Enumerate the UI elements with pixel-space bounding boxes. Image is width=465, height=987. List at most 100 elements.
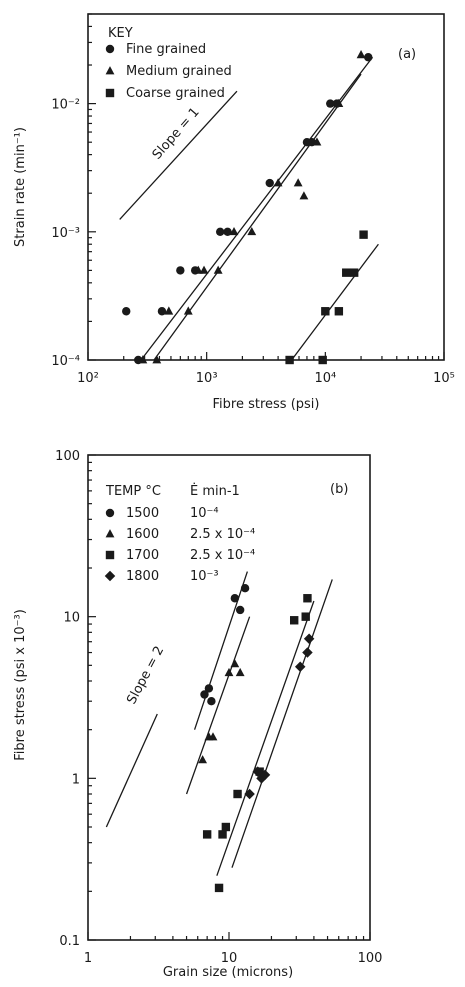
data-point-circle [240,583,250,593]
reference-slope-line [119,90,238,220]
x-tick-label: 10³ [196,371,218,386]
data-point-square [233,789,242,799]
data-point-circle [223,227,232,237]
x-tick-label: 10² [77,371,99,386]
data-point-square [202,830,212,839]
y-tick-label: 100 [55,449,80,464]
legend-label: 1700 [126,548,159,563]
legend-a: KEY Fine grained Medium grained Coarse gra… [105,26,232,101]
y-tick-label: 10 [63,611,80,626]
data-point-triangle [183,306,193,315]
axis-ticks-a [87,13,445,361]
data-point-triangle [152,355,162,364]
legend-marker-circle [105,508,115,518]
data-point-square [214,883,224,893]
data-point-diamond [303,633,315,645]
data-point-circle [204,684,214,693]
axis-ticks-b [87,454,371,941]
y-tick-labels-a: 10⁻⁴ 10⁻³ 10⁻² [51,98,80,369]
data-point-triangle [208,732,218,741]
data-point-square [349,268,359,277]
legend-marker-square [105,550,115,560]
legend-rate-label: 2.5 x 10⁻⁴ [190,548,255,563]
legend-label: 1800 [126,569,159,584]
x-tick-label: 1 [84,951,92,966]
fit-lines-b [185,571,333,876]
x-tick-label: 10 [221,951,238,966]
data-point-diamond [294,661,306,673]
data-point-triangle [299,191,309,200]
y-tick-label: 10⁻³ [51,226,80,241]
reference-line-a [119,90,238,220]
data-point-circle [326,99,335,108]
data-points-b [198,583,315,893]
data-point-square [359,230,368,239]
legend-rate-label: 2.5 x 10⁻⁴ [190,527,255,542]
chart-panel-a: 10² 10³ 10⁴ 10⁵ 10⁻⁴10⁻³10⁻² (a) Slope = 1 … [13,13,455,412]
data-point-triangle [229,226,239,236]
data-point-circle [207,696,216,706]
legend-label: Medium grained [126,64,232,79]
fit-line [140,56,374,361]
x-tick-label: 100 [358,951,383,966]
data-point-diamond [244,788,255,800]
fit-line [193,571,248,730]
y-tick-label: 1 [72,772,80,787]
fit-line [231,579,333,868]
x-tick-labels-b: 1 10 100 [84,951,383,966]
y-tick-label: 10⁻⁴ [51,354,80,369]
legend-label: 1500 [126,506,159,521]
data-point-circle [230,594,240,603]
data-point-triangle [199,265,209,274]
data-point-triangle [164,306,174,315]
data-point-circle [364,53,373,62]
data-point-triangle [224,667,234,677]
fit-line [291,243,379,361]
plot-frame-a [87,13,445,361]
x-tick-labels-a: 10² 10³ 10⁴ 10⁵ [77,371,455,386]
data-point-triangle [247,226,257,236]
data-point-square [321,307,330,316]
data-point-square [221,822,231,832]
legend-label: Fine grained [126,42,206,57]
data-point-triangle [273,178,283,187]
legend-label: 1600 [126,527,159,542]
legend-header-temp-b: TEMP °C [105,484,161,499]
x-axis-label-b: Grain size (microns) [163,965,293,980]
legend-header-rate-b: Ė min-1 [190,483,240,499]
data-point-triangle [193,265,203,274]
slope-annotation-b: Slope = 2 [124,644,167,707]
slope-annotation-a: Slope = 1 [150,105,203,163]
y-axis-label-b: Fibre stress (psi x 10⁻³) [13,609,28,761]
data-point-square [285,355,294,365]
data-point-circle [265,178,274,188]
legend-marker-circle [105,44,115,54]
data-point-square [218,830,227,839]
data-point-triangle [356,50,366,59]
legend-marker-square [105,88,115,98]
data-point-triangle [213,265,223,274]
legend-marker-triangle [105,66,115,75]
y-tick-label: 10⁻² [51,98,80,113]
data-point-square [342,268,351,277]
x-axis-label-a: Fibre stress (psi) [213,397,320,412]
data-point-circle [157,307,167,316]
reference-line-b [105,713,158,828]
x-tick-label: 10⁵ [433,371,455,386]
data-point-square [303,594,312,603]
legend-marker-diamond [104,570,116,582]
data-point-circle [215,227,225,237]
legend-label: Coarse grained [126,86,225,101]
legend-rate-label: 10⁻³ [190,569,219,584]
panel-label-b: (b) [330,482,348,497]
data-point-square [318,355,327,365]
fit-line [185,616,251,795]
fit-line [216,600,315,876]
legend-title-a: KEY [108,26,133,41]
data-point-triangle [293,178,303,187]
legend-b: TEMP °C Ė min-1 1500 10⁻⁴ 1600 2.5 x 10⁻⁴ 17… [104,483,255,584]
data-point-circle [122,307,131,316]
data-point-triangle [198,755,208,764]
data-point-circle [176,266,185,275]
